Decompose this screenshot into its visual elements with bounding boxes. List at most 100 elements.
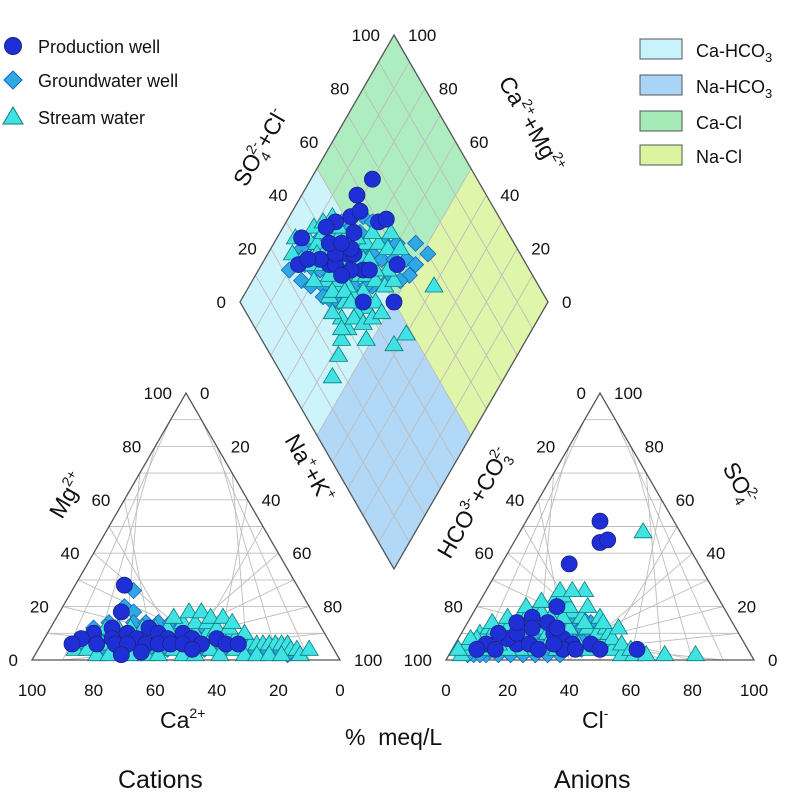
cation-left-tick: 40 xyxy=(61,544,80,563)
stream-water-point xyxy=(365,270,386,288)
anion-right-tick: 20 xyxy=(737,598,756,617)
production-well-point xyxy=(299,250,317,268)
cation-right-tick: 100 xyxy=(354,651,382,670)
production-well-point xyxy=(345,224,363,242)
cation-left-tick: 80 xyxy=(122,437,141,456)
legend-label: Stream water xyxy=(38,108,145,128)
production-well-point xyxy=(523,619,541,637)
cation-left-axis-label: Mg2+ xyxy=(42,467,90,523)
stream-water-point xyxy=(633,522,653,539)
facies-legend: Ca-HCO3 Na-HCO3 Ca-Cl Na-Cl xyxy=(639,38,772,167)
production-well-point xyxy=(377,210,395,228)
groundwater-well-point xyxy=(419,245,437,263)
grid-line xyxy=(645,473,663,661)
grid-line xyxy=(332,194,487,463)
production-well-point xyxy=(548,619,566,637)
anions-title: Anions xyxy=(554,766,630,794)
cation-right-tick: 0 xyxy=(200,384,209,403)
grid-line xyxy=(216,446,279,661)
cation-left-tick: 60 xyxy=(91,491,110,510)
diamond-right-tick: 80 xyxy=(439,79,458,98)
stream-water-point xyxy=(362,222,383,240)
production-well-point xyxy=(132,643,150,661)
legend-marker-triangle xyxy=(2,106,24,125)
grid-line xyxy=(630,499,663,661)
stream-water-point xyxy=(191,602,212,619)
marker-legend: Production well Groundwater well Stream … xyxy=(2,37,178,128)
production-well-point xyxy=(508,614,526,631)
anion-bottom-tick: 60 xyxy=(621,681,640,700)
production-well-point xyxy=(112,646,130,664)
production-well-point xyxy=(229,635,247,653)
legend-swatch xyxy=(639,38,683,60)
legend-item-production-well: Production well xyxy=(4,37,160,57)
anion-bottom-tick: 100 xyxy=(740,681,768,700)
stream-water-point xyxy=(448,639,469,656)
stream-water-point xyxy=(381,222,401,240)
stream-water-point xyxy=(378,238,398,256)
production-well-point xyxy=(591,512,609,530)
stream-water-point xyxy=(608,618,629,635)
stream-water-point xyxy=(163,607,184,624)
stream-water-point xyxy=(185,612,205,629)
production-well-point xyxy=(530,640,547,658)
stream-water-point xyxy=(562,580,583,597)
cation-bottom-tick: 80 xyxy=(84,681,103,700)
stream-water-point xyxy=(148,644,169,662)
production-well-point xyxy=(388,256,406,274)
production-well-point xyxy=(599,531,617,549)
cation-left-tick: 0 xyxy=(9,651,18,670)
units-label: % meq/L xyxy=(345,724,442,750)
legend-label: Ca-Cl xyxy=(696,113,742,133)
cations-title: Cations xyxy=(118,766,203,794)
production-well-point xyxy=(560,555,578,573)
production-well-point xyxy=(116,576,133,594)
legend-item-na-cl: Na-Cl xyxy=(639,144,742,167)
diamond-right-axis-label: Ca2++Mg2+ xyxy=(494,71,572,177)
anion-left-tick: 20 xyxy=(536,437,555,456)
legend-item-ca-cl: Ca-Cl xyxy=(639,110,742,133)
production-well-point xyxy=(385,293,403,311)
production-well-point xyxy=(354,293,372,311)
stream-water-point xyxy=(654,644,675,662)
diamond-right-tick: 100 xyxy=(408,26,436,45)
production-well-point xyxy=(486,640,504,658)
production-well-point xyxy=(548,598,566,615)
legend-label: Production well xyxy=(38,37,160,57)
stream-water-point xyxy=(593,612,613,629)
production-well-point xyxy=(360,261,378,279)
anion-left-tick: 0 xyxy=(577,384,586,403)
stream-water-point xyxy=(531,591,552,608)
anion-right-tick: 60 xyxy=(676,491,695,510)
anion-bottom-tick: 20 xyxy=(498,681,517,700)
legend-label: Groundwater well xyxy=(38,71,178,91)
stream-water-point xyxy=(611,634,632,651)
production-well-point xyxy=(88,635,106,653)
diamond-left-tick: 40 xyxy=(269,186,288,205)
stream-water-point xyxy=(390,238,410,256)
production-well-point xyxy=(63,635,81,653)
diamond-left-tick: 20 xyxy=(238,240,257,259)
production-well-point xyxy=(363,170,381,188)
anion-triangle-frame xyxy=(444,391,756,661)
anion-left-tick: 100 xyxy=(404,651,432,670)
diamond-left-tick: 100 xyxy=(352,26,380,45)
diamond-left-tick: 60 xyxy=(299,133,318,152)
production-well-point xyxy=(183,640,201,658)
cation-bottom-tick: 20 xyxy=(269,681,288,700)
stream-water-point xyxy=(304,270,324,288)
stream-water-point xyxy=(259,644,279,662)
stream-water-point xyxy=(384,334,404,352)
diamond-right-tick: 60 xyxy=(470,133,489,152)
production-well-point xyxy=(293,229,311,247)
grid-line xyxy=(378,275,533,543)
production-well-point xyxy=(591,640,609,658)
legend-marker-circle xyxy=(4,37,22,55)
stream-water-point xyxy=(371,302,392,320)
production-well-point xyxy=(489,624,507,642)
groundwater-well-point xyxy=(407,234,425,252)
legend-label: Na-Cl xyxy=(696,147,742,167)
stream-water-point xyxy=(86,644,107,662)
